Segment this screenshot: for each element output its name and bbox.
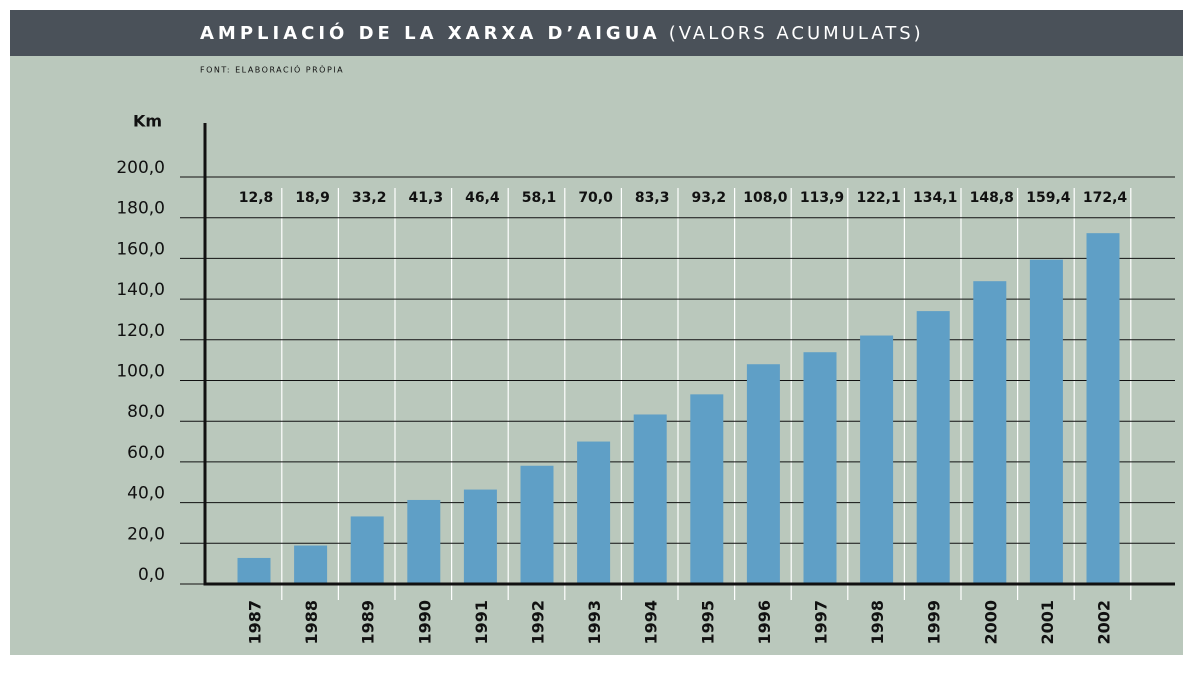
x-tick-label: 1998 — [868, 600, 887, 645]
y-tick-label: 100,0 — [116, 362, 165, 382]
value-label: 58,1 — [522, 190, 557, 206]
bar — [577, 441, 611, 584]
y-tick-label: 40,0 — [127, 484, 165, 504]
bar — [860, 335, 894, 584]
value-label: 12,8 — [239, 190, 274, 206]
bar — [463, 489, 497, 584]
value-label: 122,1 — [856, 190, 900, 206]
y-tick-label: 180,0 — [116, 199, 165, 219]
value-label: 159,4 — [1026, 190, 1071, 206]
y-tick-label: 20,0 — [127, 524, 165, 544]
value-label: 108,0 — [743, 190, 788, 206]
x-tick-label: 1990 — [415, 600, 434, 645]
bar — [803, 352, 837, 584]
bar — [407, 499, 441, 584]
y-tick-label: 80,0 — [127, 402, 165, 422]
header-bar — [10, 10, 1183, 56]
bar — [690, 394, 724, 584]
x-tick-label: 1989 — [359, 600, 378, 645]
bar — [633, 414, 667, 584]
chart-title: AMPLIACIÓ DE LA XARXA D’AIGUA (VALORS ACU… — [200, 22, 924, 44]
value-label: 148,8 — [970, 190, 1014, 206]
x-tick-label: 1999 — [925, 600, 944, 645]
x-tick-label: 1991 — [472, 600, 491, 645]
bar — [294, 545, 328, 584]
y-tick-label: 0,0 — [138, 565, 165, 585]
bar — [237, 557, 271, 584]
x-tick-label: 1992 — [529, 600, 548, 645]
bar — [1086, 233, 1120, 584]
source: FONT: ELABORACIÓ PRÒPIA — [200, 64, 344, 75]
value-label: 33,2 — [352, 190, 387, 206]
value-label: 113,9 — [800, 190, 844, 206]
x-tick-label: 1996 — [755, 600, 774, 645]
y-axis-label: Km — [133, 112, 162, 131]
y-tick-label: 160,0 — [116, 239, 165, 259]
y-tick-label: 120,0 — [116, 321, 165, 341]
x-tick-label: 1995 — [698, 600, 717, 645]
bar — [350, 516, 384, 584]
y-tick-label: 140,0 — [116, 280, 165, 300]
bar — [973, 281, 1007, 584]
bar — [746, 364, 780, 584]
x-tick-label: 1997 — [812, 600, 831, 645]
x-tick-label: 2001 — [1038, 600, 1057, 645]
value-label: 18,9 — [295, 190, 330, 206]
value-label: 93,2 — [692, 190, 727, 206]
x-tick-label: 1988 — [302, 600, 321, 645]
y-tick-label: 200,0 — [116, 158, 165, 178]
x-tick-label: 2002 — [1095, 600, 1114, 645]
value-label: 83,3 — [635, 190, 670, 206]
x-tick-label: 1987 — [246, 600, 265, 645]
title: AMPLIACIÓ DE LA XARXA D’AIGUA — [200, 22, 661, 44]
bar — [1029, 259, 1063, 584]
value-label: 134,1 — [913, 190, 957, 206]
x-tick-label: 2000 — [981, 600, 1000, 645]
x-tick-label: 1994 — [642, 600, 661, 645]
x-tick-label: 1993 — [585, 600, 604, 645]
value-label: 70,0 — [578, 190, 613, 206]
subtitle: (VALORS ACUMULATS) — [669, 23, 924, 44]
value-label: 46,4 — [465, 190, 500, 206]
value-label: 41,3 — [409, 190, 444, 206]
y-tick-label: 60,0 — [127, 443, 165, 463]
bar — [520, 465, 554, 584]
bar — [916, 311, 950, 584]
value-label: 172,4 — [1083, 190, 1128, 206]
